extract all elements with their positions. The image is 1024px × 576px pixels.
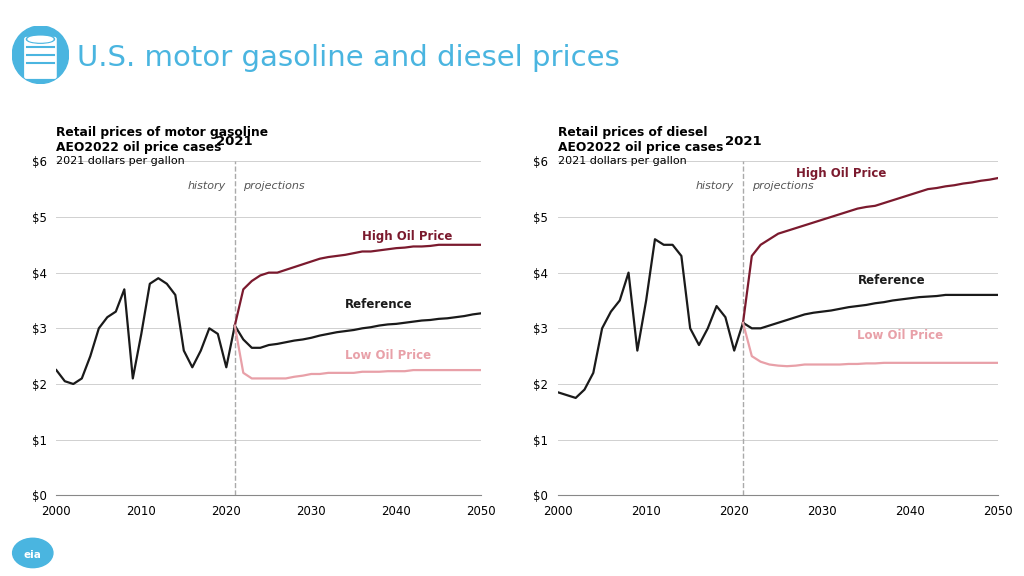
Text: projections: projections [752,181,813,191]
Text: Retail prices of motor gasoline: Retail prices of motor gasoline [56,126,268,139]
Ellipse shape [12,26,69,84]
Text: 2021 dollars per gallon: 2021 dollars per gallon [558,156,687,166]
Ellipse shape [12,538,53,568]
Ellipse shape [27,35,54,43]
Text: Low Oil Price: Low Oil Price [857,328,944,342]
Text: AEO2022 oil price cases: AEO2022 oil price cases [558,141,723,154]
Text: history: history [188,181,226,191]
Text: projections: projections [244,181,305,191]
Text: Retail prices of diesel: Retail prices of diesel [558,126,708,139]
FancyBboxPatch shape [25,37,56,79]
Text: High Oil Price: High Oil Price [362,230,453,243]
Text: 2021 dollars per gallon: 2021 dollars per gallon [56,156,185,166]
Text: Reference: Reference [345,298,413,312]
Text: history: history [696,181,734,191]
Text: eia: eia [24,550,42,559]
Text: 2021: 2021 [216,135,253,148]
Text: High Oil Price: High Oil Price [796,167,886,180]
Ellipse shape [28,36,53,42]
Text: U.S. motor gasoline and diesel prices: U.S. motor gasoline and diesel prices [77,44,620,71]
Text: AEO2022 oil price cases: AEO2022 oil price cases [56,141,221,154]
Ellipse shape [9,536,56,570]
Text: (AEO2022): (AEO2022) [421,547,480,558]
Text: www.eia.gov/aeo: www.eia.gov/aeo [840,547,929,558]
Text: Low Oil Price: Low Oil Price [345,348,431,362]
Text: Annual Energy Outlook 2022: Annual Energy Outlook 2022 [300,547,450,558]
Text: Source: U.S. Energy Information Administration,: Source: U.S. Energy Information Administ… [67,547,321,558]
Text: 2021: 2021 [725,135,761,148]
Text: Reference: Reference [857,275,925,287]
Text: 13: 13 [990,546,1007,559]
